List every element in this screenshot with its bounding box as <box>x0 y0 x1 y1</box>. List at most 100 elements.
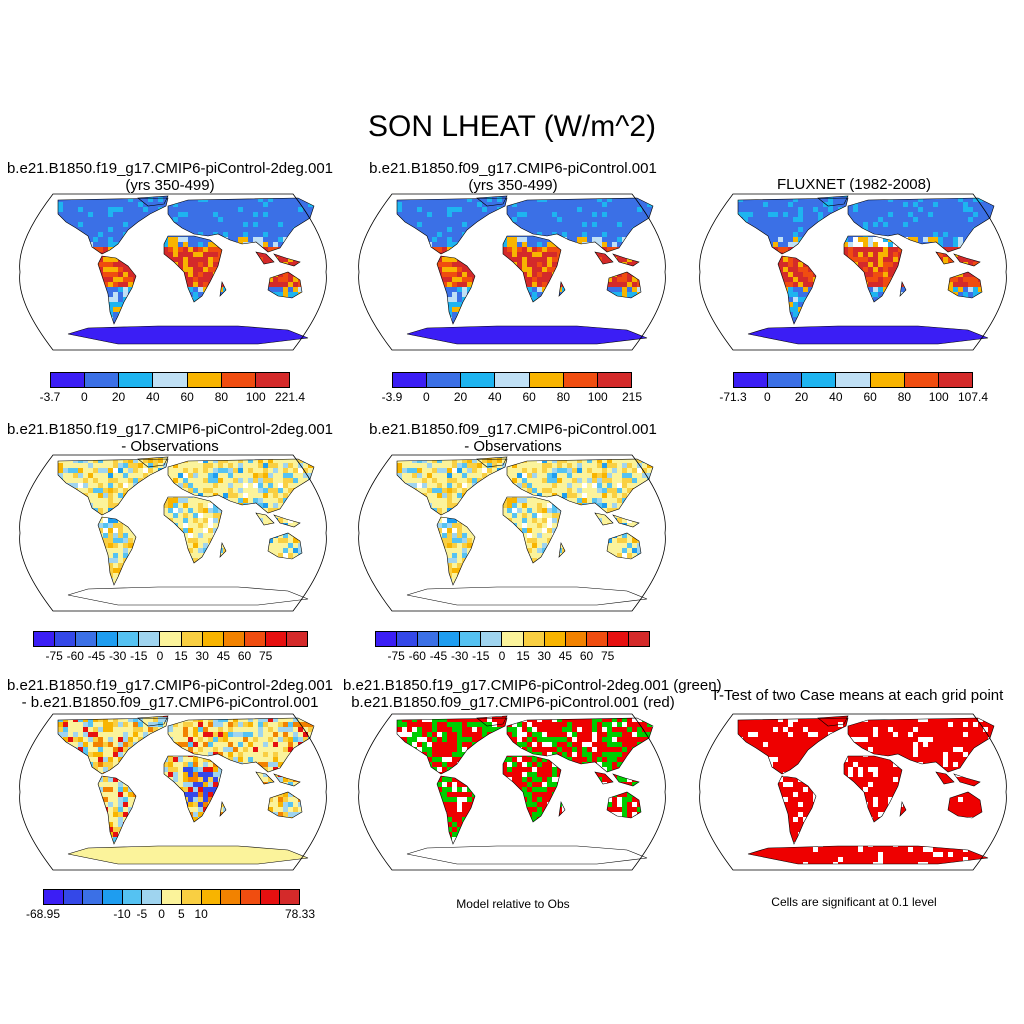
panel4-title-line2: - Observations <box>121 438 219 455</box>
colorbar-swatch <box>181 890 202 904</box>
coastline <box>255 771 275 785</box>
colorbar-tick-label: 100 <box>245 390 266 404</box>
panel7-title: b.e21.B1850.f19_g17.CMIP6-piControl-2deg… <box>0 677 340 711</box>
colorbar-swatch <box>51 373 86 387</box>
colorbar-swatch <box>103 890 123 904</box>
colorbar-swatch <box>139 632 161 646</box>
panel5-title-line2: - Observations <box>464 438 562 455</box>
coastline <box>97 775 137 845</box>
map-border <box>358 193 666 351</box>
colorbar-swatch <box>286 632 308 646</box>
coastline <box>847 717 995 773</box>
panel9-title-line1: T-Test of two Case means at each grid po… <box>710 687 1004 704</box>
colorbar-swatch <box>34 632 56 646</box>
coastline <box>436 255 476 325</box>
coastline <box>396 458 508 516</box>
colorbar-swatch <box>502 632 524 646</box>
map-canvas <box>699 713 1007 871</box>
panel8-map <box>357 712 667 872</box>
panel8-note: Model relative to Obs <box>456 897 570 911</box>
coastline <box>57 197 169 255</box>
colorbar-swatch <box>187 373 222 387</box>
colorbar-tick-label: 60 <box>522 390 536 404</box>
colorbar-tick-label: 0 <box>156 649 164 663</box>
coastline <box>57 458 169 516</box>
colorbar-swatch <box>481 632 503 646</box>
colorbar-swatch <box>870 373 905 387</box>
coastline <box>737 197 849 255</box>
colorbar-labels: -68.95 -10 -5 0 5 10 78.33 <box>26 905 315 921</box>
colorbar-tick-label: 40 <box>146 390 160 404</box>
panel5-title-line1: b.e21.B1850.f09_g17.CMIP6-piControl.001 <box>369 421 657 438</box>
coastline <box>953 253 981 267</box>
panel9-title: T-Test of two Case means at each grid po… <box>690 687 1024 704</box>
map-canvas <box>358 713 666 871</box>
coastline <box>558 801 566 817</box>
panel9-map <box>698 712 1008 872</box>
colorbar-swatch <box>181 632 203 646</box>
panel2-map <box>357 192 667 352</box>
coastline <box>167 197 315 253</box>
panel3-title-line1: FLUXNET (1982-2008) <box>777 176 931 193</box>
coastline <box>137 715 169 727</box>
coastline <box>163 755 223 823</box>
colorbar-tick-label: 100 <box>587 390 608 404</box>
coastline <box>163 496 223 564</box>
colorbar-swatch <box>607 632 629 646</box>
panel4-map <box>18 453 328 613</box>
colorbar-swatch <box>563 373 598 387</box>
coastline <box>899 801 907 817</box>
colorbar-swatch <box>118 632 140 646</box>
colorbar-swatch <box>393 373 428 387</box>
colorbar-tick-label: 30 <box>195 649 209 663</box>
colorbar-tick-label: 78.33 <box>284 907 316 921</box>
coastline <box>97 516 137 586</box>
map-border <box>19 454 327 612</box>
colorbar-swatch <box>376 632 398 646</box>
colorbar-swatch <box>83 890 104 904</box>
colorbar-tick-label: -3.9 <box>381 390 403 404</box>
colorbar-tick-label: 0 <box>498 649 506 663</box>
colorbar-labels: -75 -60 -45 -30 -15 0 15 30 45 60 75 <box>375 647 650 663</box>
coastline <box>843 755 903 823</box>
colorbar-swatch <box>44 890 64 904</box>
coastline <box>163 235 223 303</box>
panel5-title: b.e21.B1850.f09_g17.CMIP6-piControl.001 … <box>343 421 683 455</box>
colorbar-tick-label: 45 <box>558 649 573 663</box>
colorbar-swatch <box>460 632 482 646</box>
colorbar-tick-label: 60 <box>237 649 252 663</box>
coastline <box>594 512 614 526</box>
colorbar-tick-label: -30 <box>108 649 127 663</box>
colorbar-swatch <box>802 373 837 387</box>
panel4-title: b.e21.B1850.f19_g17.CMIP6-piControl-2deg… <box>0 421 340 455</box>
colorbar-swatch <box>495 373 530 387</box>
panel8-title: b.e21.B1850.f19_g17.CMIP6-piControl-2deg… <box>343 677 722 711</box>
coastline <box>612 773 640 787</box>
coastline <box>67 325 309 345</box>
colorbar-tick-label: -60 <box>66 649 84 663</box>
panel2-title-line2: (yrs 350-499) <box>468 177 558 194</box>
coastline <box>396 717 508 775</box>
panel3-map <box>698 192 1008 352</box>
colorbar-boxes <box>392 372 632 388</box>
coastline <box>406 586 648 606</box>
panel7-colorbar: -68.95 -10 -5 0 5 10 78.33 <box>26 889 315 921</box>
colorbar-tick-label: 215 <box>621 390 643 404</box>
coastline <box>219 281 227 297</box>
coastline <box>255 251 275 265</box>
colorbar-tick-label: -68.95 <box>25 907 61 921</box>
coastline <box>219 542 227 558</box>
colorbar-swatch <box>122 890 143 904</box>
panel7-map <box>18 712 328 872</box>
coastline <box>67 845 309 865</box>
coastline <box>67 586 309 606</box>
colorbar-swatch <box>221 373 256 387</box>
colorbar-tick-label: -45 <box>87 649 106 663</box>
colorbar-swatch <box>119 373 154 387</box>
colorbar-labels: -75 -60 -45 -30 -15 0 15 30 45 60 75 <box>33 647 308 663</box>
colorbar-tick-label: 15 <box>516 649 530 663</box>
coastline <box>476 715 508 727</box>
map-canvas <box>358 193 666 351</box>
panel3-title: FLUXNET (1982-2008) <box>684 176 1024 193</box>
map-border <box>358 713 666 871</box>
